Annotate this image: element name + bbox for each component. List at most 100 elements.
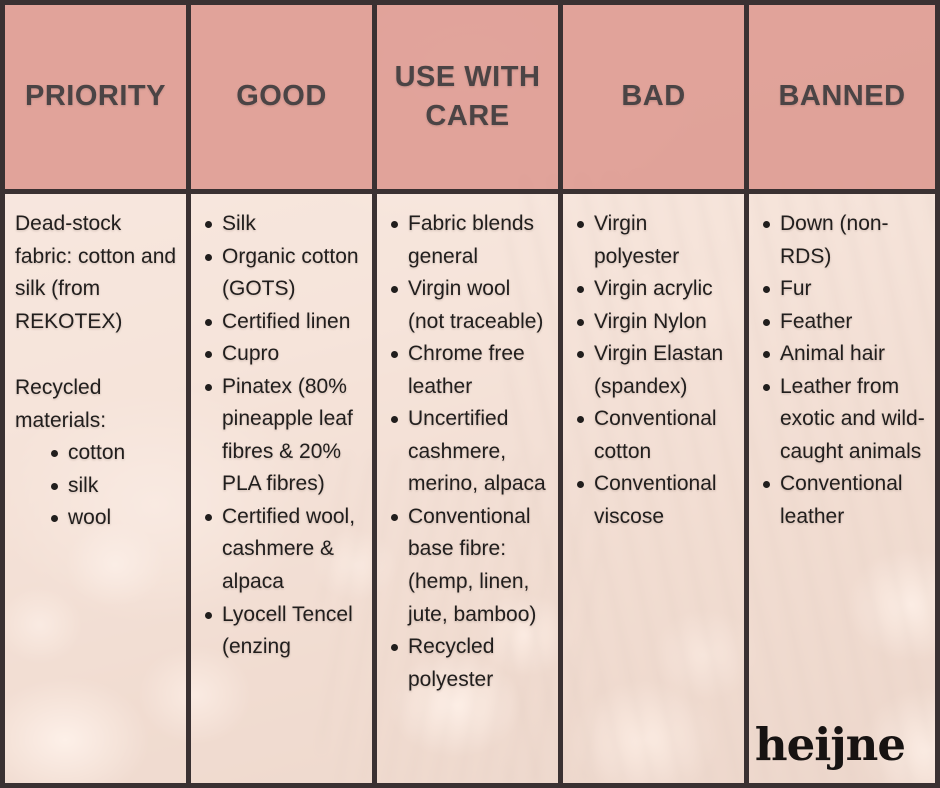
list-item: Conventional leather	[759, 468, 926, 533]
list-item-text: Pinatex (80% pineapple leaf fibres & 20%…	[222, 374, 353, 496]
list-item: Leather from exotic and wild-caught anim…	[759, 371, 926, 469]
bullet-icon	[391, 351, 398, 359]
bullet-icon	[763, 383, 770, 391]
list-item-text: Recycled polyester	[408, 635, 495, 691]
bullet-icon	[391, 221, 398, 228]
list-item-text: Virgin Nylon	[594, 309, 707, 333]
bullet-list: Down (non-RDS) Fur Feather Animal hair Leath…	[759, 208, 926, 533]
column-bad: BAD Virgin polyester Virgin acrylic Virgin …	[563, 5, 749, 783]
list-item-text: Virgin acrylic	[594, 277, 713, 301]
bullet-icon	[205, 611, 212, 619]
list-item-text: Conventional cotton	[594, 407, 717, 463]
list-item: Organic cotton (GOTS)	[201, 241, 363, 306]
list-item-text: Organic cotton (GOTS)	[222, 244, 359, 301]
list-item: Silk	[201, 208, 363, 241]
bullet-icon	[205, 221, 212, 228]
list-item-text: Virgin polyester	[594, 212, 680, 268]
list-item: Conventional viscose	[573, 468, 735, 533]
column-header-banned: BANNED	[749, 5, 935, 194]
list-item-text: Cupro	[222, 342, 280, 366]
list-item: Fur	[759, 273, 926, 306]
list-item: Down (non-RDS)	[759, 208, 926, 273]
bullet-icon	[577, 416, 584, 424]
column-header-use-with-care: USE WITH CARE	[377, 5, 558, 194]
column-header-bad: BAD	[563, 5, 744, 194]
list-item: Certified linen	[201, 306, 363, 339]
bullet-icon	[577, 481, 584, 489]
list-item: Lyocell Tencel (enzing	[201, 599, 363, 664]
list-item-text: cotton	[68, 441, 126, 465]
column-header-priority: PRIORITY	[5, 5, 186, 194]
bullet-icon	[391, 513, 398, 521]
bullet-icon	[577, 221, 584, 228]
list-item-text: silk	[68, 473, 99, 497]
bullet-icon	[577, 351, 584, 359]
list-item: silk	[47, 470, 177, 503]
list-item-text: Fur	[780, 277, 812, 301]
paragraph: Recycled materials:	[15, 376, 107, 432]
list-item-text: Certified linen	[222, 309, 351, 333]
list-item-text: Chrome free leather	[408, 342, 525, 398]
materials-table: PRIORITY Dead-stock fabric: cotton and si…	[5, 5, 935, 783]
list-item: Certified wool, cashmere & alpaca	[201, 501, 363, 599]
list-item: Pinatex (80% pineapple leaf fibres & 20%…	[201, 371, 363, 501]
list-item: Virgin Nylon	[573, 306, 735, 339]
list-item-text: Leather from exotic and wild-caught anim…	[780, 374, 925, 463]
paragraph: Dead-stock fabric: cotton and silk (from…	[15, 212, 177, 333]
column-body-bad: Virgin polyester Virgin acrylic Virgin Nyl…	[563, 194, 744, 783]
list-item: Virgin wool (not traceable)	[387, 273, 549, 338]
bullet-icon	[763, 481, 770, 489]
column-banned: BANNED Down (non-RDS) Fur Feather Animal hai…	[749, 5, 935, 783]
spacer	[15, 338, 177, 372]
bullet-icon	[577, 286, 584, 294]
list-item: Virgin polyester	[573, 208, 735, 273]
bullet-list: cotton silk wool	[47, 437, 177, 535]
column-use-with-care: USE WITH CARE Fabric blends general Virgin…	[377, 5, 563, 783]
list-item-text: Fabric blends general	[408, 212, 535, 268]
bullet-icon	[205, 513, 212, 521]
column-body-use-with-care: Fabric blends general Virgin wool (not tr…	[377, 194, 558, 783]
column-good: GOOD Silk Organic cotton (GOTS) Certified l…	[191, 5, 377, 783]
list-item-text: Virgin wool (not traceable)	[408, 277, 544, 333]
list-item-text: Conventional viscose	[594, 472, 717, 528]
list-item: cotton	[47, 437, 177, 470]
bullet-icon	[391, 416, 398, 424]
bullet-icon	[205, 253, 212, 261]
bullet-icon	[763, 318, 770, 326]
list-item-text: Down (non-RDS)	[780, 212, 889, 268]
bullet-list: Virgin polyester Virgin acrylic Virgin Nyl…	[573, 208, 735, 533]
list-item: Virgin Elastan (spandex)	[573, 338, 735, 403]
bullet-icon	[763, 221, 770, 228]
column-body-priority: Dead-stock fabric: cotton and silk (from…	[5, 194, 186, 783]
list-item-text: Feather	[780, 309, 853, 333]
list-item-text: Silk	[222, 212, 256, 235]
column-priority: PRIORITY Dead-stock fabric: cotton and si…	[5, 5, 191, 783]
list-item-text: Lyocell Tencel (enzing	[222, 602, 353, 659]
list-item: Chrome free leather	[387, 338, 549, 403]
bullet-icon	[51, 515, 58, 523]
list-item-text: Virgin Elastan (spandex)	[594, 342, 724, 398]
list-item-text: Certified wool, cashmere & alpaca	[222, 504, 356, 594]
bullet-icon	[205, 351, 212, 359]
bullet-icon	[205, 383, 212, 391]
list-item: Virgin acrylic	[573, 273, 735, 306]
bullet-icon	[51, 450, 58, 458]
column-body-banned: Down (non-RDS) Fur Feather Animal hair Leath…	[749, 194, 935, 783]
bullet-icon	[577, 318, 584, 326]
bullet-icon	[391, 286, 398, 294]
list-item: Conventional base fibre: (hemp, linen, j…	[387, 501, 549, 631]
list-item: Recycled polyester	[387, 631, 549, 696]
list-item-text: wool	[68, 506, 112, 530]
list-item-text: Animal hair	[780, 342, 886, 366]
bullet-icon	[391, 644, 398, 652]
list-item-text: Uncertified cashmere, merino, alpaca	[408, 407, 546, 496]
bullet-icon	[763, 351, 770, 359]
bullet-list: Fabric blends general Virgin wool (not tr…	[387, 208, 549, 696]
bullet-icon	[205, 318, 212, 326]
column-body-good: Silk Organic cotton (GOTS) Certified linen…	[191, 194, 372, 783]
list-item: Feather	[759, 306, 926, 339]
list-item-text: Conventional leather	[780, 472, 903, 528]
list-item: Fabric blends general	[387, 208, 549, 273]
bullet-list: Silk Organic cotton (GOTS) Certified linen…	[201, 208, 363, 664]
